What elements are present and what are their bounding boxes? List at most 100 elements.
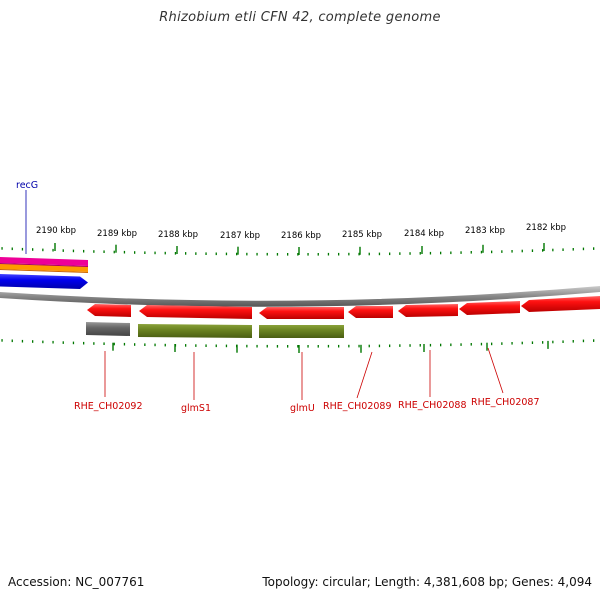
minor-tick	[123, 250, 126, 254]
minor-tick	[52, 340, 54, 344]
cds-next[interactable]	[521, 296, 600, 312]
minor-tick	[21, 339, 24, 343]
cds-glmU[interactable]	[259, 307, 344, 319]
gene-labels: recG RHE_CH02092 glmS1 glmU RHE_CH02089 …	[16, 180, 540, 414]
minor-tick	[552, 248, 554, 252]
minor-tick	[215, 252, 217, 256]
tick-label-2188: 2188 kbp	[158, 230, 198, 240]
minor-tick	[491, 250, 493, 254]
minor-tick	[93, 342, 95, 345]
gene-label-glmU[interactable]: glmU	[290, 403, 315, 414]
minor-tick	[185, 344, 187, 347]
minor-tick	[42, 340, 44, 344]
minor-tick	[358, 344, 360, 348]
minor-tick	[491, 342, 493, 346]
minor-tick	[501, 250, 503, 253]
minor-tick	[21, 247, 24, 251]
minor-tick	[297, 345, 299, 348]
gene-label-RHE_CH02092[interactable]: RHE_CH02092	[74, 401, 143, 412]
gene-label-recG[interactable]: recG	[16, 180, 38, 191]
minor-tick	[287, 253, 289, 256]
minor-tick	[123, 342, 126, 346]
minor-tick	[256, 252, 258, 256]
minor-tick	[62, 249, 64, 252]
minor-tick	[562, 340, 564, 343]
gene-label-RHE_CH02087[interactable]: RHE_CH02087	[471, 397, 540, 408]
minor-tick	[205, 344, 207, 347]
minor-tick	[62, 341, 64, 344]
gene-track	[86, 322, 344, 338]
gene-glmU[interactable]	[259, 325, 344, 338]
recG-gene-arrow[interactable]	[0, 274, 88, 289]
outer-tick-track	[1, 247, 595, 256]
genome-title: Rhizobium etli CFN 42, complete genome	[159, 10, 441, 25]
minor-tick	[511, 250, 513, 253]
tick-label-2190: 2190 kbp	[36, 226, 76, 236]
minor-tick	[93, 250, 95, 253]
cds-RHE_CH02087[interactable]	[459, 301, 520, 315]
minor-tick	[562, 248, 564, 251]
minor-tick	[399, 344, 401, 347]
minor-tick	[338, 344, 340, 348]
gene-label-RHE_CH02089[interactable]: RHE_CH02089	[323, 401, 392, 412]
minor-tick	[480, 250, 483, 254]
minor-tick	[32, 248, 34, 251]
minor-tick	[470, 251, 472, 254]
gene-RHE_CH02092[interactable]	[86, 322, 130, 336]
minor-tick	[378, 344, 381, 348]
tick-label-2187: 2187 kbp	[220, 231, 260, 241]
minor-tick	[154, 251, 156, 255]
minor-tick	[287, 345, 289, 348]
minor-tick	[134, 251, 136, 254]
minor-tick	[246, 252, 248, 256]
minor-tick	[266, 344, 268, 348]
label-leaders	[25, 190, 504, 400]
leader-RHE_CH02089	[356, 351, 373, 399]
tick-label-2183: 2183 kbp	[465, 226, 505, 236]
minor-tick	[154, 343, 156, 347]
minor-tick	[317, 253, 319, 256]
minor-tick	[552, 340, 554, 344]
minor-tick	[164, 251, 166, 255]
minor-tick	[144, 343, 146, 346]
cds-RHE_CH02089[interactable]	[348, 306, 393, 318]
inner-tick-track	[1, 339, 595, 348]
minor-tick	[103, 250, 105, 253]
minor-tick	[317, 345, 319, 348]
minor-tick	[113, 342, 115, 346]
minor-tick	[368, 252, 370, 256]
minor-tick	[521, 341, 523, 345]
minor-tick	[174, 252, 177, 255]
outer-major-ticks	[54, 243, 545, 255]
minor-tick	[32, 340, 34, 343]
minor-tick	[225, 252, 228, 256]
minor-tick	[276, 253, 279, 256]
minor-tick	[582, 247, 585, 251]
minor-tick	[582, 339, 585, 343]
minor-tick	[531, 249, 534, 252]
minor-tick	[72, 249, 75, 253]
inner-major-ticks	[112, 340, 549, 353]
minor-tick	[276, 345, 279, 348]
minor-tick	[144, 251, 146, 254]
minor-tick	[440, 343, 442, 347]
minor-tick	[450, 251, 452, 255]
minor-tick	[164, 343, 166, 347]
cds-track	[87, 296, 600, 319]
minor-tick	[521, 249, 523, 253]
minor-tick	[327, 252, 330, 256]
feature-orange	[0, 264, 88, 272]
tick-label-2189: 2189 kbp	[97, 229, 137, 239]
gene-label-RHE_CH02088[interactable]: RHE_CH02088	[398, 400, 467, 411]
minor-tick	[378, 252, 381, 256]
cds-RHE_CH02092[interactable]	[87, 304, 131, 317]
minor-tick	[389, 252, 391, 256]
gene-glmS1[interactable]	[138, 324, 252, 338]
minor-tick	[542, 341, 544, 344]
minor-tick	[511, 342, 513, 345]
cds-RHE_CH02088[interactable]	[398, 304, 458, 317]
gene-label-glmS1[interactable]: glmS1	[181, 403, 211, 414]
cds-glmS1[interactable]	[139, 305, 252, 319]
minor-tick	[215, 344, 217, 348]
